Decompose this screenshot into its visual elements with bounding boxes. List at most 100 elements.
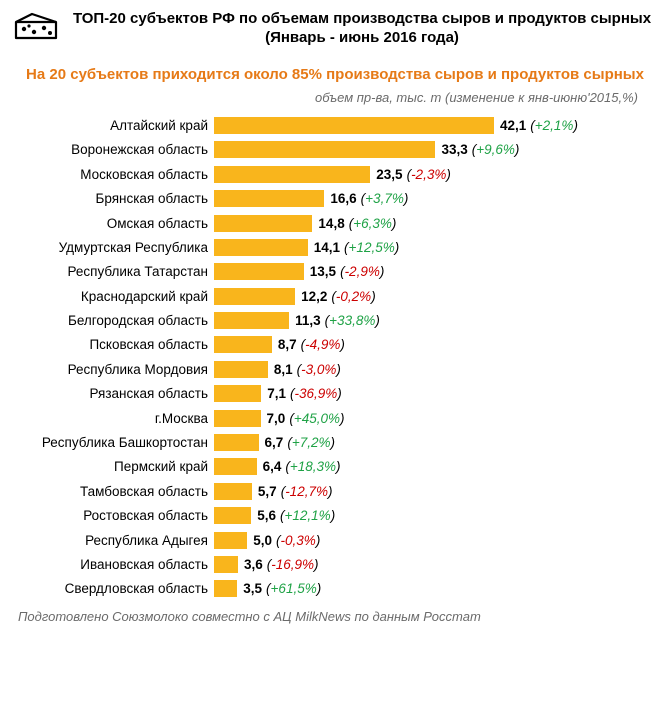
paren-close: ): [515, 142, 520, 157]
chart-row: Воронежская область33,3(+9,6%): [14, 138, 656, 162]
bar-value: 8,7: [278, 337, 297, 352]
paren-close: ): [446, 167, 451, 182]
row-label: Тамбовская область: [14, 484, 214, 499]
bar-change: +3,7%: [365, 191, 404, 206]
chart-row: Тамбовская область5,7(-12,7%): [14, 479, 656, 503]
paren-close: ): [314, 557, 319, 572]
bar: [214, 117, 494, 134]
bar-value-group: 11,3(+33,8%): [295, 313, 380, 328]
bar-value-group: 6,4(+18,3%): [263, 459, 341, 474]
bar-change: +45,0%: [294, 411, 340, 426]
row-label: Краснодарский край: [14, 289, 214, 304]
chart-row: г.Москва7,0(+45,0%): [14, 406, 656, 430]
bar-value: 23,5: [376, 167, 402, 182]
row-label: Республика Мордовия: [14, 362, 214, 377]
bar-value-group: 5,6(+12,1%): [257, 508, 335, 523]
bar-change: -2,3%: [411, 167, 446, 182]
bar: [214, 580, 237, 597]
row-label: Псковская область: [14, 337, 214, 352]
bar-track: 7,1(-36,9%): [214, 382, 656, 406]
bar-change: +9,6%: [476, 142, 515, 157]
bar-track: 8,7(-4,9%): [214, 333, 656, 357]
bar-value: 7,1: [267, 386, 286, 401]
bar-value: 12,2: [301, 289, 327, 304]
bar-change: -3,0%: [301, 362, 336, 377]
paren-close: ): [328, 484, 333, 499]
bar-value: 5,7: [258, 484, 277, 499]
bar-track: 33,3(+9,6%): [214, 138, 656, 162]
paren-close: ): [573, 118, 578, 133]
bar-value-group: 14,1(+12,5%): [314, 240, 399, 255]
bar-track: 6,7(+7,2%): [214, 430, 656, 454]
bar-value: 14,1: [314, 240, 340, 255]
bar: [214, 336, 272, 353]
bar: [214, 141, 435, 158]
chart-row: Брянская область16,6(+3,7%): [14, 186, 656, 210]
row-label: Алтайский край: [14, 118, 214, 133]
bar: [214, 532, 247, 549]
bar-value-group: 42,1(+2,1%): [500, 118, 578, 133]
bar-value: 8,1: [274, 362, 293, 377]
chart-row: Алтайский край 42,1(+2,1%): [14, 113, 656, 137]
bar-chart: Алтайский край 42,1(+2,1%) Воронежская обл…: [14, 113, 656, 601]
bar-track: 8,1(-3,0%): [214, 357, 656, 381]
bar-change: +7,2%: [292, 435, 331, 450]
bar-change: +12,5%: [349, 240, 395, 255]
bar-value: 6,7: [265, 435, 284, 450]
paren-close: ): [317, 581, 322, 596]
header: ТОП-20 субъектов РФ по объемам производс…: [14, 10, 656, 48]
bar-track: 3,6(-16,9%): [214, 552, 656, 576]
page-title: ТОП-20 субъектов РФ по объемам производс…: [68, 10, 656, 48]
bar-change: -12,7%: [285, 484, 328, 499]
paren-close: ): [375, 313, 380, 328]
bar-value-group: 5,0(-0,3%): [253, 533, 320, 548]
bar: [214, 361, 268, 378]
bar-change: +12,1%: [285, 508, 331, 523]
bar-value: 3,5: [243, 581, 262, 596]
bar-value: 13,5: [310, 264, 336, 279]
bar-value: 7,0: [267, 411, 286, 426]
bar-change: -4,9%: [305, 337, 340, 352]
bar: [214, 385, 261, 402]
bar-value-group: 6,7(+7,2%): [265, 435, 335, 450]
bar: [214, 434, 259, 451]
bar-value-group: 3,6(-16,9%): [244, 557, 319, 572]
paren-close: ): [392, 216, 397, 231]
row-label: Удмуртская Республика: [14, 240, 214, 255]
bar: [214, 215, 312, 232]
chart-row: Краснодарский край12,2(-0,2%): [14, 284, 656, 308]
chart-row: Пермский край6,4(+18,3%): [14, 455, 656, 479]
bar-track: 7,0(+45,0%): [214, 406, 656, 430]
chart-row: Московская область23,5(-2,3%): [14, 162, 656, 186]
chart-row: Республика Татарстан13,5(-2,9%): [14, 260, 656, 284]
row-label: Омская область: [14, 216, 214, 231]
bar: [214, 507, 251, 524]
bar: [214, 410, 261, 427]
bar-value-group: 33,3(+9,6%): [441, 142, 519, 157]
bar: [214, 239, 308, 256]
paren-close: ): [404, 191, 409, 206]
bar-track: 42,1(+2,1%): [214, 113, 656, 137]
bar-value-group: 16,6(+3,7%): [330, 191, 408, 206]
chart-row: Рязанская область7,1(-36,9%): [14, 382, 656, 406]
chart-row: Удмуртская Республика 14,1(+12,5%): [14, 235, 656, 259]
chart-row: Республика Мордовия8,1(-3,0%): [14, 357, 656, 381]
page-subtitle: На 20 субъектов приходится около 85% про…: [14, 66, 656, 85]
bar-track: 11,3(+33,8%): [214, 308, 656, 332]
bar-value-group: 7,0(+45,0%): [267, 411, 345, 426]
bar: [214, 458, 257, 475]
bar-change: +33,8%: [329, 313, 375, 328]
row-label: Ростовская область: [14, 508, 214, 523]
bar: [214, 556, 238, 573]
bar-value: 5,6: [257, 508, 276, 523]
bar-value-group: 23,5(-2,3%): [376, 167, 451, 182]
bar: [214, 483, 252, 500]
bar-value-group: 8,7(-4,9%): [278, 337, 345, 352]
chart-row: Свердловская область3,5(+61,5%): [14, 577, 656, 601]
bar-value-group: 14,8(+6,3%): [318, 216, 396, 231]
chart-row: Ивановская область3,6(-16,9%): [14, 552, 656, 576]
bar-track: 23,5(-2,3%): [214, 162, 656, 186]
bar-track: 5,7(-12,7%): [214, 479, 656, 503]
bar: [214, 190, 324, 207]
bar-value-group: 3,5(+61,5%): [243, 581, 321, 596]
